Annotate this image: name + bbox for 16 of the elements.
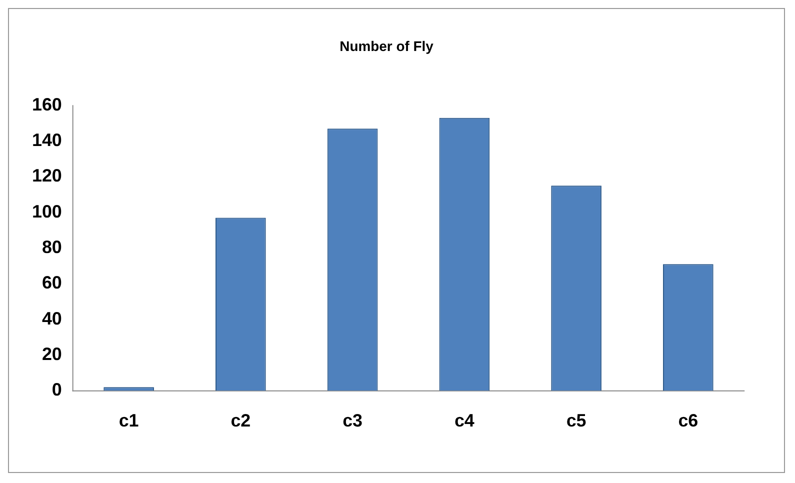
y-tick-label: 20 <box>42 344 62 364</box>
y-tick-label: 100 <box>32 201 62 222</box>
x-tick-label: c4 <box>454 410 474 430</box>
y-tick-label: 40 <box>42 308 62 328</box>
y-tick-label: 0 <box>52 380 62 400</box>
chart-title: Number of Fly <box>340 38 434 54</box>
y-tick-label: 120 <box>32 166 62 186</box>
y-tick-label: 80 <box>42 237 62 258</box>
y-tick-label: 160 <box>32 94 62 114</box>
x-tick-label: c5 <box>566 410 586 430</box>
y-tick-label: 140 <box>32 130 62 150</box>
x-tick-label: c2 <box>230 410 251 430</box>
x-tick-label: c3 <box>342 410 363 430</box>
y-tick-label: 60 <box>42 272 62 293</box>
x-tick-label: c6 <box>678 410 698 430</box>
x-tick-label: c1 <box>118 410 139 430</box>
